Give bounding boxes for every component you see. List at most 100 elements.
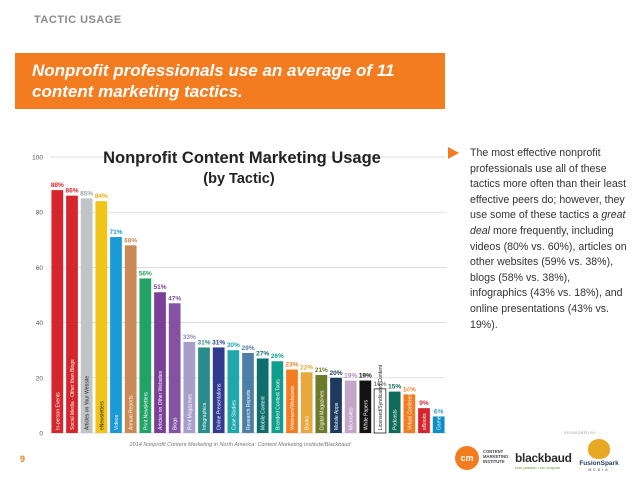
chart-title: Nonprofit Content Marketing Usage (103, 149, 381, 167)
value-label: 84% (95, 193, 108, 200)
category-label: eBooks (422, 413, 428, 430)
value-label: 33% (183, 334, 196, 341)
bar (242, 352, 254, 433)
category-label: Research Reports (246, 389, 252, 430)
value-label: 15% (388, 384, 401, 391)
category-label: Games/Gamification (437, 384, 443, 430)
category-label: Print Newsletters (143, 392, 149, 430)
bar (315, 375, 328, 433)
bar (168, 303, 181, 433)
y-tick-label: 20 (36, 375, 44, 382)
bar (95, 201, 108, 433)
category-label: Digital Magazines (319, 390, 325, 430)
value-label: 6% (434, 408, 444, 415)
fusionspark-mark (588, 439, 610, 459)
category-label: Mobile Content (261, 396, 267, 430)
sidebar-text: The most effective nonprofit professiona… (470, 147, 627, 331)
y-tick-label: 100 (32, 155, 43, 162)
value-label: 51% (153, 284, 166, 291)
category-label: Branded Content Tools (275, 379, 281, 430)
value-label: 31% (212, 339, 225, 346)
category-label: White Papers (363, 399, 369, 430)
category-label: Licensed/Syndicated Content (378, 364, 384, 430)
cmi-name: CONTENT MARKETING INSTITUTE (483, 449, 509, 464)
category-label: Online Presentations (217, 383, 223, 430)
y-tick-label: 60 (36, 265, 44, 272)
value-label: 14% (403, 386, 416, 393)
blackbaud-logo: blackbaud your passion • our purpose (515, 451, 572, 470)
sidebar-emphasis: great deal (470, 209, 626, 237)
category-label: Articles on Other Websites (158, 370, 164, 430)
y-tick-label: 40 (36, 320, 44, 327)
bar (139, 278, 152, 433)
bar (51, 190, 64, 433)
category-label: Mobile Apps (334, 402, 340, 430)
chart-subtitle: (by Tactic) (203, 171, 275, 187)
bar (256, 358, 269, 433)
category-label: Podcasts (393, 409, 399, 430)
bar (212, 347, 225, 433)
bar (403, 394, 416, 433)
bar (80, 198, 93, 433)
bar (110, 237, 122, 433)
category-label: Books (305, 416, 311, 430)
value-label: 47% (168, 295, 181, 302)
chart-bars (51, 190, 445, 434)
bar (300, 372, 313, 433)
category-label: Videos (114, 414, 120, 430)
category-label: Annual Reports (129, 395, 135, 430)
category-label: Social Media - Other than Blogs (70, 359, 76, 430)
right-triangle-icon (448, 147, 459, 159)
value-label: 23% (285, 362, 298, 369)
bar (198, 347, 210, 433)
bar (432, 416, 445, 433)
bar (344, 380, 357, 433)
bar (271, 361, 284, 433)
headline-banner (15, 53, 445, 109)
value-label: 26% (271, 353, 284, 360)
bar (124, 245, 137, 433)
value-label: 21% (315, 367, 328, 374)
category-label: Webinars/Webcasts (290, 385, 296, 430)
category-label: Infographics (202, 402, 208, 430)
value-label: 71% (109, 229, 122, 236)
y-tick-label: 80 (36, 210, 44, 217)
y-tick-label: 0 (39, 431, 43, 438)
value-label: 88% (51, 182, 64, 189)
value-label: 56% (139, 270, 152, 277)
bar (418, 408, 430, 433)
value-label: 30% (227, 342, 240, 349)
sponsor-label: SPONSORED BY (564, 431, 596, 435)
cmi-monogram: cm (455, 446, 479, 470)
section-label: TACTIC USAGE (34, 14, 122, 26)
fusionspark-name: FusionSpark (579, 460, 619, 467)
value-label: 9% (419, 400, 429, 407)
bar (183, 341, 196, 433)
bar (227, 350, 240, 433)
page-number: 9 (20, 454, 26, 464)
bar (359, 380, 372, 433)
blackbaud-tagline: your passion • our purpose (515, 466, 561, 470)
category-label: eNewsletters (99, 401, 105, 430)
value-label: 22% (300, 364, 313, 371)
category-label: Virtual Conferences (407, 386, 413, 430)
cmi-logo: cm CONTENT MARKETING INSTITUTE (455, 446, 555, 472)
category-label: Case Studies (231, 400, 237, 430)
value-label: 19% (359, 373, 372, 380)
value-label: 31% (197, 339, 210, 346)
value-label: 16% (373, 381, 386, 388)
headline: Nonprofit professionals use an average o… (32, 61, 395, 101)
value-label: 19% (344, 373, 357, 380)
value-labels: 88%86% 85% 84%71%68%56%51%47%33%31% 31% 30% 2… (51, 182, 444, 415)
category-labels: In-person Events Social Media - Other tha… (55, 359, 442, 430)
value-label: 85% (80, 190, 93, 197)
chart-source: 2014 Nonprofit Content Marketing in Nort… (129, 442, 352, 448)
value-label: 68% (124, 237, 137, 244)
fusionspark-logo: FusionSpark MEDIA (578, 439, 620, 475)
fusionspark-sub: MEDIA (588, 468, 610, 472)
value-label: 86% (65, 188, 78, 195)
category-label: Blogs (173, 417, 179, 430)
bar (286, 369, 298, 433)
bar (154, 292, 166, 433)
